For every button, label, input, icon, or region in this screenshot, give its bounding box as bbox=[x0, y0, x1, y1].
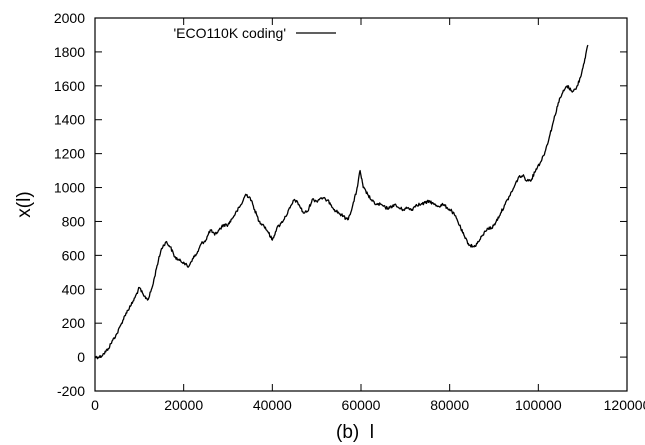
y-tick-label-1200: 1200 bbox=[54, 146, 85, 162]
y-tick-label-800: 800 bbox=[62, 213, 86, 229]
legend-label: 'ECO110K coding' bbox=[174, 25, 287, 41]
y-tick-label--200: -200 bbox=[57, 383, 85, 399]
x-tick-label-20000: 20000 bbox=[164, 397, 203, 413]
x-tick-label-60000: 60000 bbox=[342, 397, 381, 413]
y-tick-label-600: 600 bbox=[62, 247, 86, 263]
y-tick-label-400: 400 bbox=[62, 281, 86, 297]
plot-frame bbox=[95, 18, 627, 391]
y-tick-label-1400: 1400 bbox=[54, 112, 85, 128]
legend: 'ECO110K coding' bbox=[174, 25, 337, 41]
x-tick-label-80000: 80000 bbox=[430, 397, 469, 413]
y-tick-label-1000: 1000 bbox=[54, 180, 85, 196]
y-tick-label-200: 200 bbox=[62, 315, 86, 331]
x-tick-label-40000: 40000 bbox=[253, 397, 292, 413]
y-tick-label-2000: 2000 bbox=[54, 10, 85, 26]
y-tick-label-0: 0 bbox=[77, 349, 85, 365]
x-tick-label-120000: 120000 bbox=[604, 397, 645, 413]
x-tick-label-0: 0 bbox=[91, 397, 99, 413]
y-tick-label-1800: 1800 bbox=[54, 44, 85, 60]
y-axis-ticks: -200 0 200 400 600 800 1000 1200 1400 1600 1800 200… bbox=[54, 10, 627, 399]
y-tick-label-1600: 1600 bbox=[54, 78, 85, 94]
series-line-eco110k-coding bbox=[95, 45, 588, 359]
x-axis-ticks: 0 20000 40000 60000 80000 100000 120000 bbox=[91, 18, 645, 413]
x-axis-label: (b) l bbox=[336, 422, 374, 443]
y-axis-label: x(l) bbox=[14, 191, 35, 217]
x-tick-label-100000: 100000 bbox=[515, 397, 562, 413]
